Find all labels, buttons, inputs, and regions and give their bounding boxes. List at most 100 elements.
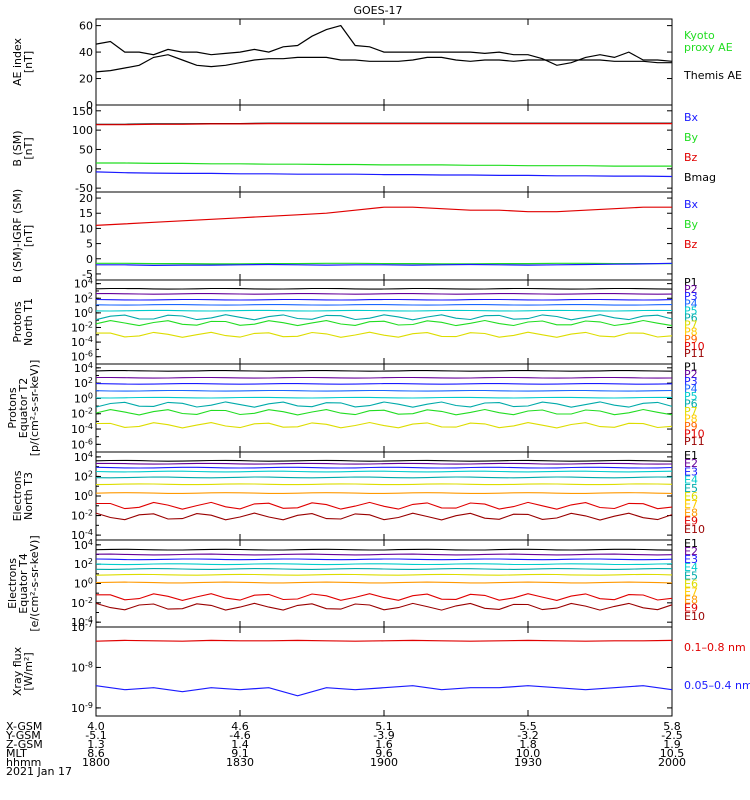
legend-label: By [684, 131, 699, 144]
y-tick-label: 104 [74, 538, 93, 552]
x-tick-value: 10.5 [660, 747, 685, 760]
series-line [95, 24, 673, 66]
x-tick-value: 1800 [82, 756, 110, 769]
x-tick-value: 5.1 [375, 720, 393, 733]
y-axis-label: AE index [11, 37, 24, 86]
legend-label: E7 [684, 585, 698, 598]
y-tick-label: 100 [74, 577, 93, 591]
y-tick-label: 102 [74, 557, 93, 571]
legend-label: E6 [684, 490, 698, 503]
chart-title: GOES-17 [353, 4, 402, 17]
series-line [96, 262, 673, 267]
legend-label: E9 [684, 602, 698, 615]
y-tick-label: 10-6 [71, 350, 93, 364]
legend-label: P4 [684, 383, 698, 396]
channel-line [95, 304, 673, 306]
x-tick-value: 10.0 [516, 747, 541, 760]
series-line [95, 206, 672, 226]
legend-label: P3 [684, 375, 698, 388]
series-line [95, 171, 673, 178]
legend-label: E1 [684, 537, 698, 550]
channel-line [95, 370, 673, 372]
channel-line [95, 602, 673, 611]
series-line [95, 54, 672, 73]
y-tick-label: 10-4 [71, 335, 93, 349]
y-tick-label: 104 [74, 450, 93, 464]
legend-label: E3 [684, 465, 698, 478]
legend-label: E4 [684, 474, 698, 487]
y-axis-label: [nT] [22, 137, 35, 159]
legend-label: E4 [684, 561, 698, 574]
channel-line [95, 476, 673, 479]
y-tick-label: 10-2 [71, 596, 93, 610]
channel-line [95, 573, 673, 576]
legend-label: P8 [684, 413, 698, 426]
y-axis-label: Equator T4 [17, 553, 30, 613]
channel-line [95, 401, 673, 408]
x-tick-value: -5.1 [85, 729, 106, 742]
y-axis-label: North T3 [22, 472, 35, 520]
x-tick-value: 2000 [658, 756, 686, 769]
channel-line [96, 376, 673, 379]
y-axis-label: [e/(cm²-s-sr-keV)] [28, 535, 41, 631]
legend-label: E2 [684, 545, 698, 558]
legend-label: P2 [684, 368, 698, 381]
y-tick-label: 10-4 [71, 528, 93, 542]
legend-label: P1 [684, 276, 698, 289]
legend-label: P9 [684, 333, 698, 346]
legend-label: E6 [684, 577, 698, 590]
channel-line [96, 593, 673, 601]
channel-line [95, 466, 673, 469]
x-tick-value: 5.5 [519, 720, 537, 733]
y-axis-label: B (SM) [11, 130, 24, 166]
x-tick-value: 4.6 [231, 720, 249, 733]
series-line [96, 122, 672, 126]
legend-label: E8 [684, 506, 698, 519]
legend-label: 0.1–0.8 nm [684, 641, 746, 654]
x-tick-value: 8.6 [87, 747, 105, 760]
y-tick-label: 102 [74, 469, 93, 483]
panel-frame [95, 279, 673, 365]
y-tick-label: -50 [75, 182, 93, 195]
y-tick-label: 10-7 [71, 620, 93, 634]
legend-label: P6 [684, 398, 698, 411]
legend-label: By [684, 218, 699, 231]
x-tick-value: 4.0 [87, 720, 105, 733]
legend-label: Themis AE [683, 69, 742, 82]
legend-label: P4 [684, 297, 698, 310]
legend-label: E8 [684, 594, 698, 607]
legend-label: E10 [684, 610, 705, 623]
y-tick-label: 150 [72, 105, 93, 118]
y-tick-label: 0 [86, 253, 93, 266]
channel-line [95, 492, 673, 494]
y-tick-label: 10-6 [71, 437, 93, 451]
channel-line [95, 287, 673, 290]
legend-label: P10 [684, 340, 705, 353]
y-axis-label: North T1 [22, 298, 35, 346]
x-tick-value: -2.5 [661, 729, 682, 742]
x-row-label: Z-GSM [6, 738, 43, 751]
channel-line [95, 483, 673, 486]
y-axis-label: Electrons [11, 470, 24, 521]
channel-line [95, 568, 673, 570]
y-tick-label: 10-2 [71, 509, 93, 523]
y-tick-label: 10-2 [71, 407, 93, 421]
y-tick-label: 104 [74, 361, 93, 375]
channel-line [95, 558, 673, 561]
channel-line [95, 512, 673, 521]
x-row-label: Y-GSM [5, 729, 41, 742]
channel-line [95, 421, 673, 429]
y-tick-label: 50 [79, 143, 93, 156]
panel-frame [95, 104, 673, 193]
x-tick-value: 9.1 [231, 747, 249, 760]
x-tick-value: 1.4 [231, 738, 249, 751]
series-line [95, 639, 673, 642]
channel-line [95, 548, 673, 551]
date-label: 2021 Jan 17 [6, 765, 72, 778]
channel-line [95, 408, 673, 416]
channel-line [95, 319, 673, 327]
legend-label: E7 [684, 498, 698, 511]
y-tick-label: 102 [74, 291, 93, 305]
channel-line [96, 501, 673, 510]
